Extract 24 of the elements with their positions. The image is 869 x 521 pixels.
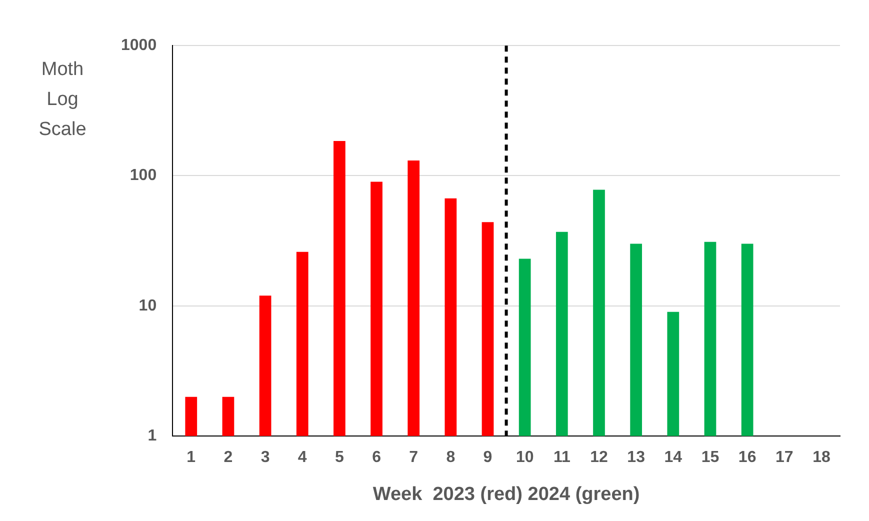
x-tick-label: 4 <box>298 449 307 466</box>
x-tick-label: 2 <box>224 449 233 466</box>
x-tick-label: 10 <box>516 449 534 466</box>
x-tick-label: 1 <box>186 449 196 466</box>
y-tick-label: 10 <box>138 297 157 314</box>
y-tick-label: 100 <box>130 167 157 184</box>
x-axis-title: Week 2023 (red) 2024 (green) <box>372 484 640 505</box>
y-tick-label: 1000 <box>121 37 157 54</box>
x-tick-label: 9 <box>483 449 492 466</box>
x-tick-label: 5 <box>334 449 344 466</box>
x-tick-label: 6 <box>372 449 382 466</box>
y-tick-label: 1 <box>148 427 157 444</box>
x-tick-label: 16 <box>738 449 756 466</box>
y-axis-title: Moth Log Scale <box>38 58 88 142</box>
x-tick-label: 8 <box>446 449 456 466</box>
x-tick-label: 11 <box>553 449 570 466</box>
x-tick-label: 12 <box>590 449 608 466</box>
x-tick-label: 18 <box>812 449 830 466</box>
x-tick-label: 13 <box>627 449 646 466</box>
x-tick-label: 15 <box>701 449 720 466</box>
x-tick-label: 14 <box>664 449 682 466</box>
x-tick-label: 7 <box>409 449 418 466</box>
x-tick-label: 17 <box>775 449 794 466</box>
x-tick-label: 3 <box>260 449 270 466</box>
